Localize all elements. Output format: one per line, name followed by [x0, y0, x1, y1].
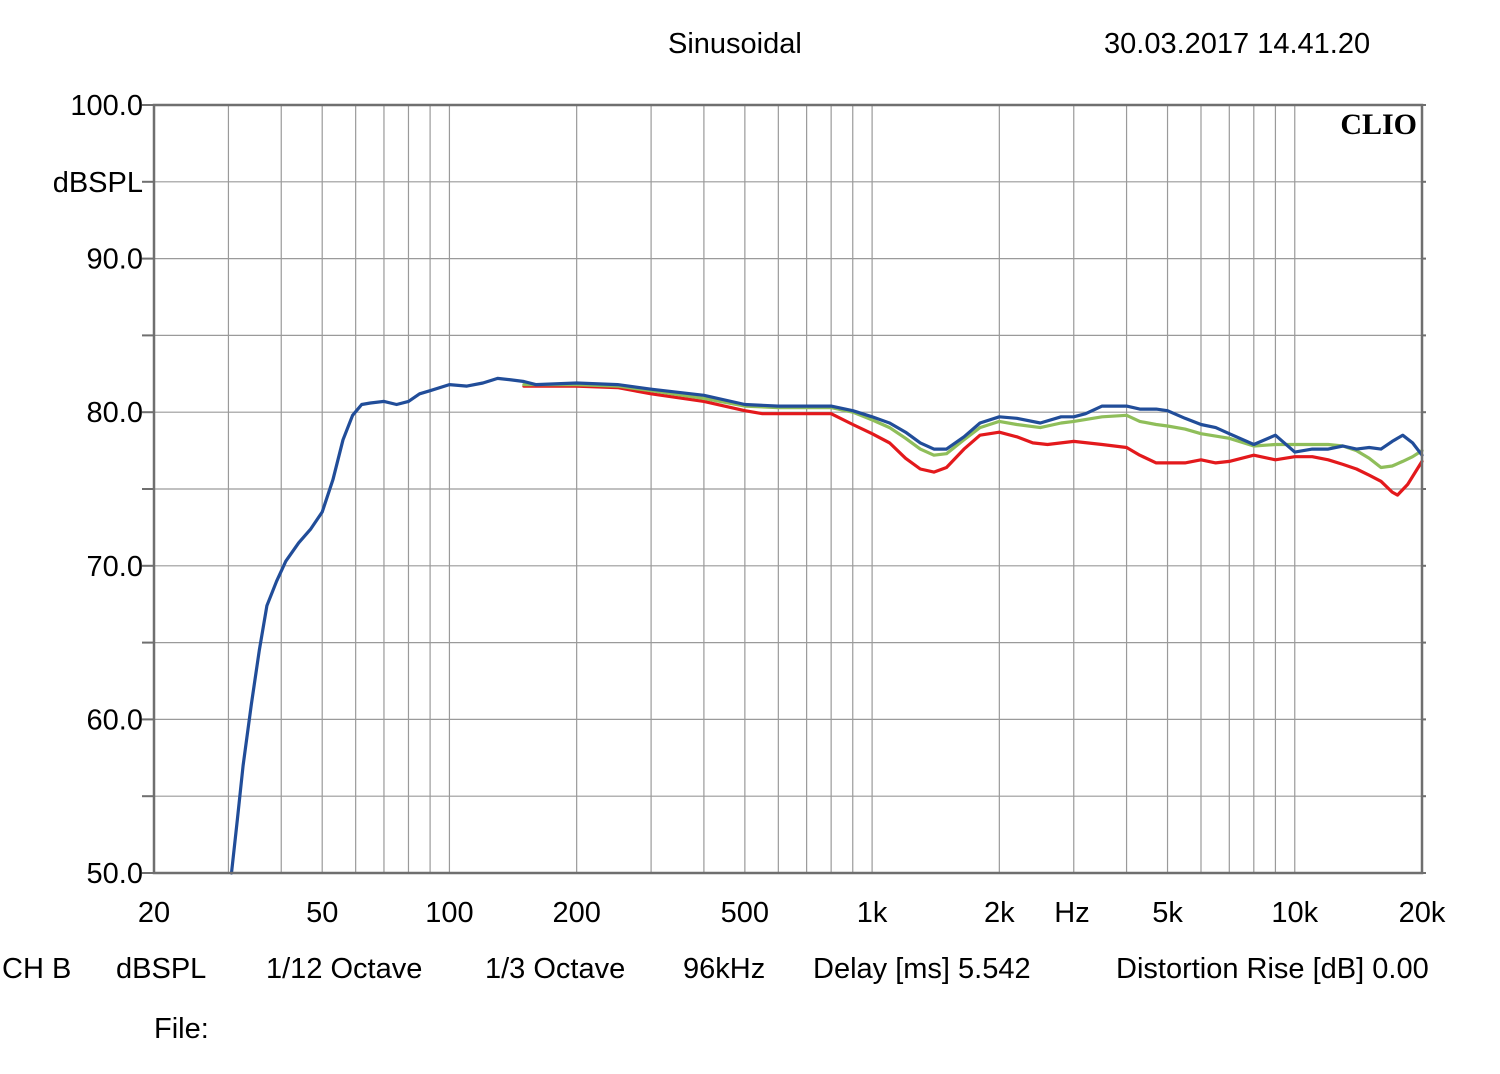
plot-frame	[152, 103, 1424, 875]
y-tick-label: 100.0	[70, 90, 143, 122]
measurement-info-bar: CH B dBSPL 1/12 Octave 1/3 Octave 96kHz …	[0, 953, 1500, 993]
axis-labels: 100.0 90.0 80.0 70.0 60.0 50.0 20 50 100 200 500 1k…	[53, 90, 1446, 929]
resolution-label: 1/12 Octave	[266, 953, 423, 985]
y-axis-label: dBSPL	[53, 167, 143, 199]
axis-ticks	[142, 104, 1426, 874]
x-axis-label: Hz	[1054, 897, 1089, 929]
x-tick-label: 5k	[1152, 897, 1183, 929]
chart-title: Sinusoidal	[668, 28, 802, 60]
series-line-3	[229, 376, 1424, 875]
delay-label: Delay [ms] 5.542	[813, 953, 1031, 985]
x-tick-label: 1k	[857, 897, 888, 929]
y-tick-label: 60.0	[87, 704, 143, 736]
x-tick-label: 20k	[1399, 897, 1446, 929]
clio-watermark: CLIO	[1340, 108, 1417, 141]
y-tick-label: 80.0	[87, 397, 143, 429]
sample-rate-label: 96kHz	[683, 953, 766, 985]
distortion-rise-label: Distortion Rise [dB] 0.00	[1116, 953, 1429, 985]
smoothing-label: 1/3 Octave	[485, 953, 626, 985]
x-tick-label: 500	[721, 897, 769, 929]
x-tick-label: 200	[552, 897, 600, 929]
x-tick-label: 10k	[1271, 897, 1318, 929]
file-label: File:	[154, 1013, 209, 1045]
x-tick-label: 20	[138, 897, 170, 929]
timestamp: 30.03.2017 14.41.20	[1104, 28, 1371, 60]
y-tick-label: 70.0	[87, 551, 143, 583]
x-tick-label: 2k	[984, 897, 1015, 929]
x-tick-label: 50	[306, 897, 338, 929]
channel-label: CH B	[2, 953, 72, 985]
unit-label: dBSPL	[116, 953, 207, 985]
x-tick-label: 100	[425, 897, 473, 929]
series-line-2	[522, 383, 1424, 470]
y-tick-label: 90.0	[87, 244, 143, 276]
grid	[154, 105, 1422, 873]
series-lines	[229, 376, 1424, 875]
y-tick-label: 50.0	[87, 858, 143, 890]
series-line-1	[522, 384, 1424, 497]
